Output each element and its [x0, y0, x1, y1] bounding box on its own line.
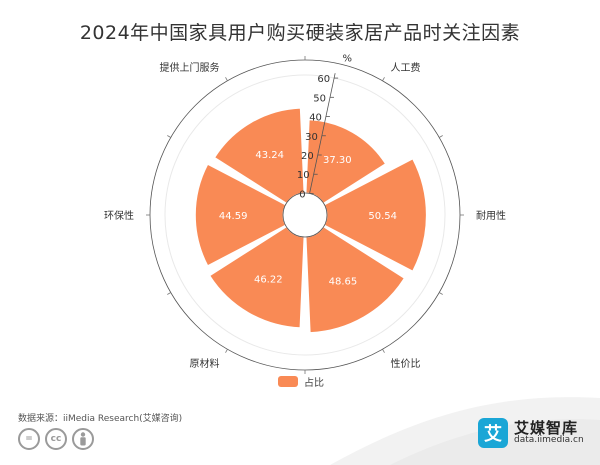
- angular-tick: [382, 349, 385, 353]
- center-hole: [282, 192, 328, 238]
- brand-logo-icon: 艾: [478, 418, 508, 448]
- category-label: 提供上门服务: [160, 61, 220, 74]
- radial-tick-label: 50: [313, 93, 326, 104]
- radial-axis: [309, 73, 336, 194]
- radial-tick-label: 10: [297, 170, 310, 181]
- chart-title: 2024年中国家具用户购买硬装家居产品时关注因素: [79, 22, 521, 44]
- cc-icon: cc: [45, 428, 67, 450]
- angular-tick: [439, 292, 443, 295]
- angular-tick: [439, 135, 443, 138]
- angular-tick: [225, 77, 228, 81]
- brand[interactable]: 艾 艾媒智库 data.iimedia.cn: [478, 418, 584, 448]
- value-label: 44.59: [219, 211, 248, 222]
- angular-tick: [167, 135, 171, 138]
- value-label: 43.24: [255, 150, 284, 161]
- value-label: 46.22: [254, 275, 283, 286]
- radial-tick-label: 0: [299, 189, 305, 200]
- category-label: 性价比: [391, 357, 421, 370]
- radial-grid-ring: [164, 74, 446, 356]
- person-icon: [72, 428, 94, 450]
- category-label: 环保性: [104, 209, 134, 222]
- legend-swatch: [278, 376, 298, 387]
- radial-tick-label: 20: [301, 151, 314, 162]
- equals-icon: =: [18, 428, 40, 450]
- brand-name: 艾媒智库: [514, 418, 579, 437]
- license-icons: = cc: [18, 428, 94, 450]
- brand-url: data.iimedia.cn: [514, 435, 584, 446]
- data-source: 数据来源：iiMedia Research(艾媒咨询): [18, 414, 183, 424]
- value-label: 50.54: [368, 211, 397, 222]
- radial-tick-label: 60: [317, 74, 330, 85]
- radial-tick-label: 30: [305, 132, 318, 143]
- value-label: 48.65: [329, 277, 358, 288]
- radial-tick-label: 40: [309, 113, 322, 124]
- category-label: 耐用性: [476, 209, 506, 222]
- category-label: 原材料: [190, 357, 220, 370]
- radial-unit-label: %: [342, 53, 352, 64]
- angular-tick: [225, 349, 228, 353]
- angular-tick: [167, 292, 171, 295]
- category-label: 人工费: [391, 61, 421, 74]
- legend-label: 占比: [304, 378, 324, 389]
- legend[interactable]: 占比: [278, 374, 324, 389]
- value-label: 37.30: [323, 155, 352, 166]
- angular-tick: [382, 77, 385, 81]
